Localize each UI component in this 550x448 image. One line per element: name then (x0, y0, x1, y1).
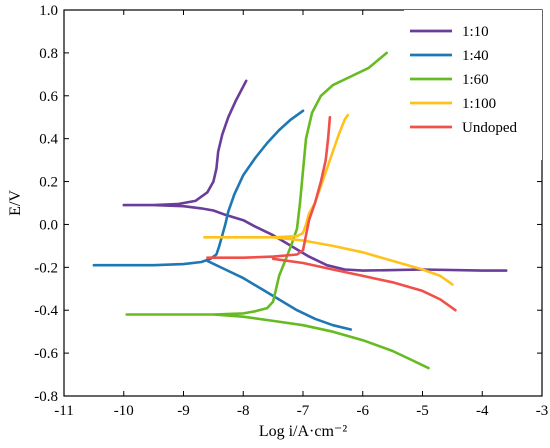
y-tick-label: 0.2 (39, 175, 58, 191)
x-tick-label: -9 (177, 403, 190, 419)
series-line-1 (92, 109, 353, 331)
legend-label: Undoped (462, 120, 517, 136)
y-tick-label: -0.4 (34, 303, 58, 319)
y-tick-label: -0.8 (34, 389, 58, 405)
x-tick-label: -10 (114, 403, 134, 419)
y-tick-label: 0.6 (39, 89, 58, 105)
legend: 1:10 1:40 1:60 1:100 Undoped (404, 10, 542, 160)
x-tick-label: -11 (54, 403, 73, 419)
x-tick-label: -5 (416, 403, 429, 419)
x-tick-label: -4 (476, 403, 489, 419)
x-tick-label: -3 (536, 403, 549, 419)
legend-label: 1:10 (462, 24, 489, 40)
x-tick-label: -7 (297, 403, 310, 419)
x-axis-title: Log i/A·cm⁻² (259, 423, 348, 440)
x-tick-label: -6 (357, 403, 370, 419)
y-tick-label: -0.2 (34, 260, 58, 276)
legend-box (404, 10, 542, 160)
y-tick-label: 0.8 (39, 46, 58, 62)
y-tick-label: 0.4 (39, 132, 58, 148)
y-tick-label: -0.6 (34, 346, 58, 362)
series-line-0 (122, 79, 508, 272)
y-tick-label: 1.0 (39, 3, 58, 19)
legend-label: 1:40 (462, 48, 489, 64)
tick-labels: -11 -10 -9 -8 -7 -6 -5 -4 -3 -0.8 -0.6 -0.4 -0.2 0.0 0… (34, 3, 548, 419)
series-line-4 (206, 115, 457, 312)
legend-label: 1:60 (462, 72, 489, 88)
x-tick-label: -8 (237, 403, 250, 419)
series-line-2 (125, 51, 430, 370)
y-tick-label: 0.0 (39, 217, 58, 233)
legend-label: 1:100 (462, 96, 496, 112)
y-axis-title: E/V (7, 190, 24, 216)
series-lines (92, 51, 508, 370)
